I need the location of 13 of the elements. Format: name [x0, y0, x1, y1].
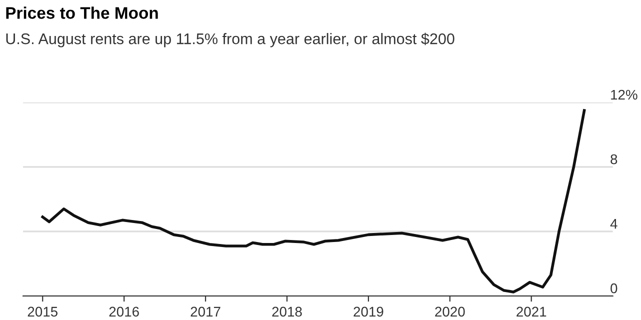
x-tick-label: 2017	[190, 306, 220, 317]
chart-title: Prices to The Moon	[6, 6, 158, 19]
y-tick-label: 0	[610, 283, 618, 294]
x-tick-label: 2021	[516, 306, 546, 317]
x-tick-label: 2015	[28, 306, 58, 317]
chart-subtitle: U.S. August rents are up 11.5% from a year earlier, or almost $200	[6, 32, 454, 48]
y-tick-label: 4	[610, 219, 618, 229]
x-tick-label: 2016	[109, 306, 139, 317]
x-tick-label: 2020	[435, 306, 465, 317]
x-tick-label: 2018	[272, 306, 302, 317]
x-tick-label: 2019	[354, 306, 384, 317]
y-tick-label: 8	[610, 154, 618, 164]
y-tick-label: 12%	[611, 90, 638, 100]
